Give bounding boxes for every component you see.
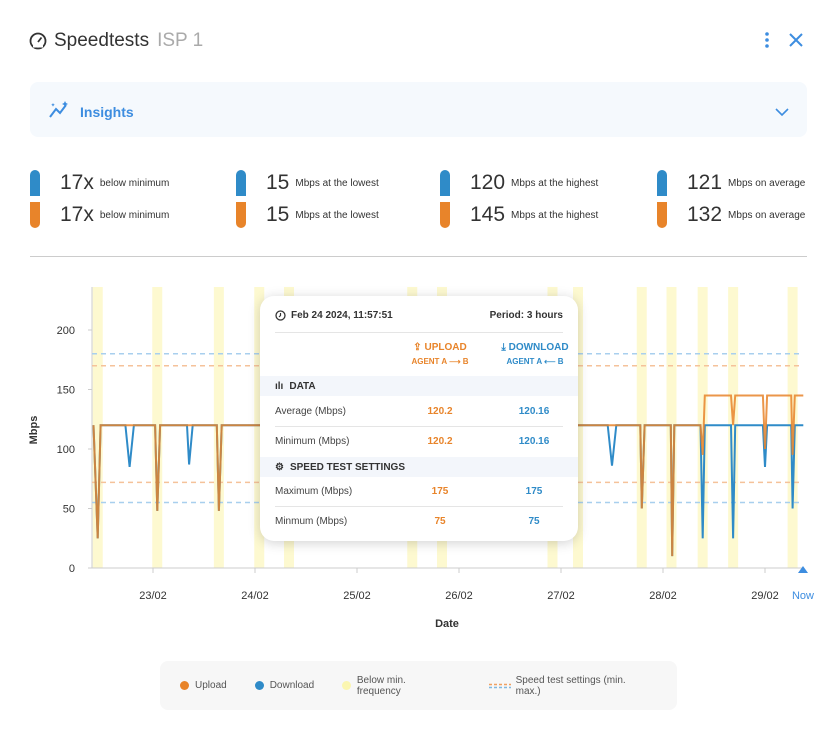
upload-indicator: [30, 202, 40, 228]
x-tick-label: 27/02: [547, 590, 575, 602]
subtitle: ISP 1: [157, 30, 204, 51]
stat-value: 132: [687, 203, 723, 226]
stat-label: Mbps at the lowest: [295, 177, 379, 189]
legend-settings[interactable]: Speed test settings (min. max.): [489, 674, 626, 697]
stat-label: Mbps at the highest: [511, 209, 599, 221]
table-row: Minmum (Mbps) 75 75: [275, 515, 540, 527]
stat-download: 120 Mbps at the highest: [440, 170, 598, 196]
download-indicator: [440, 170, 450, 196]
x-tick-label: 26/02: [445, 590, 473, 602]
stat-label: below minimum: [99, 209, 170, 221]
download-icon: ⤓: [501, 342, 509, 353]
stat-label: Mbps at the lowest: [295, 209, 379, 221]
legend-upload[interactable]: Upload: [180, 680, 227, 691]
y-tick-label: 100: [57, 444, 75, 456]
stat-download: 121 Mbps on average: [657, 170, 805, 196]
stat-value: 15: [266, 203, 290, 226]
more-options-icon[interactable]: [762, 31, 772, 49]
settings-section: ⚙ SPEED TEST SETTINGS: [260, 457, 578, 477]
stat-label: Mbps at the highest: [511, 177, 599, 189]
legend-below-min[interactable]: Below min. frequency: [342, 675, 449, 697]
download-indicator: [657, 170, 667, 196]
upload-sub: AGENT A ⟶ B: [411, 357, 469, 366]
chart-legend: Upload Download Below min. frequency Spe…: [160, 661, 677, 710]
y-tick-label: 200: [57, 325, 75, 337]
stat-upload: 15 Mbps at the lowest: [236, 202, 379, 228]
below-min-band: [697, 287, 708, 568]
title: Speedtests: [54, 30, 150, 51]
clock-icon: [275, 310, 286, 324]
upload-line: [92, 394, 804, 557]
now-label: Now: [792, 590, 814, 602]
download-indicator: [236, 170, 246, 196]
below-min-band: [152, 287, 163, 568]
chevron-down-icon[interactable]: [775, 104, 789, 122]
stat-value: 17x: [60, 171, 94, 194]
upload-header: ⇪ UPLOAD AGENT A ⟶ B: [390, 342, 490, 366]
upload-indicator: [236, 202, 246, 228]
gear-icon: ⚙: [275, 461, 284, 473]
stat-download: 15 Mbps at the lowest: [236, 170, 379, 196]
stat-upload: 17x below minimum: [30, 202, 169, 228]
stat-upload: 145 Mbps at the highest: [440, 202, 598, 228]
below-min-band: [213, 287, 224, 568]
divider: [30, 256, 807, 257]
below-min-band: [573, 287, 583, 568]
stat-label: Mbps on average: [728, 209, 806, 221]
stat-value: 121: [687, 171, 723, 194]
stat-value: 120: [470, 171, 506, 194]
x-tick-label: 24/02: [241, 590, 269, 602]
chart-tooltip: Feb 24 2024, 11:57:51 Period: 3 hours ⇪ …: [260, 296, 578, 541]
y-tick-label: 0: [69, 563, 75, 575]
stat-upload: 132 Mbps on average: [657, 202, 805, 228]
bar-chart-icon: ılı: [275, 380, 284, 392]
below-min-band: [254, 287, 265, 568]
table-row: Maximum (Mbps) 175 175: [275, 485, 543, 497]
x-tick-label: 25/02: [343, 590, 371, 602]
below-min-band: [92, 287, 103, 568]
stat-value: 17x: [60, 203, 94, 226]
stat-label: Mbps on average: [728, 177, 806, 189]
tooltip-timestamp: Feb 24 2024, 11:57:51: [291, 310, 393, 321]
table-row: Average (Mbps) 120.2 120.16: [275, 405, 550, 417]
x-tick-label: 29/02: [751, 590, 779, 602]
page-title: Speedtests ISP 1: [54, 30, 203, 52]
data-section: ılı DATA: [260, 376, 578, 396]
download-indicator: [30, 170, 40, 196]
y-tick-label: 50: [63, 504, 75, 516]
stat-label: below minimum: [99, 177, 170, 189]
insights-icon: [48, 100, 70, 125]
upload-indicator: [657, 202, 667, 228]
insights-panel[interactable]: Insights: [30, 82, 807, 137]
upload-icon: ⇪: [413, 342, 425, 353]
below-min-band: [728, 287, 739, 568]
tooltip-period: Period: 3 hours: [489, 310, 563, 321]
x-tick-label: 23/02: [139, 590, 167, 602]
x-tick-label: 28/02: [649, 590, 677, 602]
y-axis-label: Mbps: [28, 416, 40, 445]
stat-download: 17x below minimum: [30, 170, 169, 196]
upload-indicator: [440, 202, 450, 228]
download-sub: AGENT A ⟵ B: [506, 357, 564, 366]
table-row: Minimum (Mbps) 120.2 120.16: [275, 435, 550, 447]
download-header: ⤓ DOWNLOAD AGENT A ⟵ B: [485, 342, 585, 366]
close-icon[interactable]: [788, 32, 804, 53]
speedometer-icon: [29, 32, 47, 55]
insights-label: Insights: [80, 104, 134, 120]
stat-value: 145: [470, 203, 506, 226]
stat-value: 15: [266, 171, 290, 194]
below-min-band: [636, 287, 647, 568]
x-axis-label: Date: [435, 618, 459, 630]
now-marker-icon: [798, 566, 808, 573]
legend-download[interactable]: Download: [254, 680, 314, 691]
y-tick-label: 150: [57, 385, 75, 397]
